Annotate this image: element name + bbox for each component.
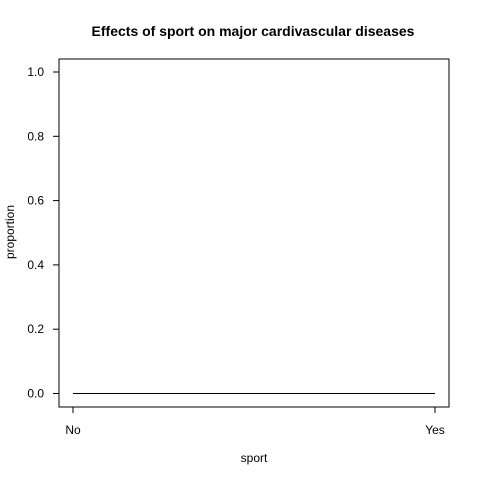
y-tick-label: 0.4 xyxy=(27,258,44,272)
y-tick-label: 1.0 xyxy=(27,65,44,79)
x-tick-label: Yes xyxy=(425,423,445,437)
y-tick-label: 0.2 xyxy=(27,322,44,336)
y-axis: 0.0 0.2 0.4 0.6 0.8 1.0 xyxy=(27,65,59,401)
x-axis: No Yes xyxy=(65,406,445,437)
y-axis-label: proportion xyxy=(3,205,17,259)
plot-frame xyxy=(58,58,450,408)
x-axis-label: sport xyxy=(241,451,268,465)
chart-title: Effects of sport on major cardivascular … xyxy=(92,23,415,39)
x-tick-label: No xyxy=(65,423,81,437)
y-tick-label: 0.6 xyxy=(27,194,44,208)
y-tick-label: 0.0 xyxy=(27,387,44,401)
y-tick-label: 0.8 xyxy=(27,129,44,143)
